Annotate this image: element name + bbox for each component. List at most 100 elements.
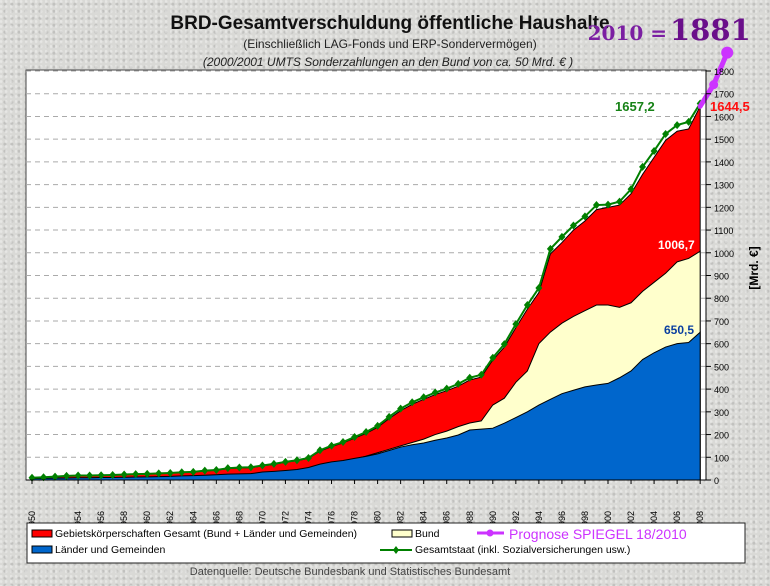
point-gesamtstaat <box>420 393 428 402</box>
point-gesamtstaat <box>397 404 405 413</box>
point-gesamtstaat <box>685 117 693 126</box>
point-gesamtstaat <box>581 212 589 221</box>
x-tick-label: 1998 <box>580 511 590 531</box>
x-tick-label: 1984 <box>419 511 429 531</box>
point-gesamtstaat <box>166 468 174 477</box>
label-laender-2008: 650,5 <box>664 323 694 337</box>
y-tick-label: 1300 <box>714 181 734 191</box>
legend-swatch-bund <box>391 529 413 538</box>
point-gesamtstaat <box>235 463 243 472</box>
y-tick-label: 1600 <box>714 112 734 122</box>
point-gesamtstaat <box>523 301 531 310</box>
point-gesamtstaat <box>316 446 324 455</box>
point-gesamtstaat <box>673 121 681 130</box>
point-gesamtstaat <box>97 471 105 480</box>
y-tick-label: 1000 <box>714 249 734 259</box>
legend-box <box>26 522 746 564</box>
point-gesamtstaat <box>535 283 543 292</box>
point-gesamtstaat <box>466 373 474 382</box>
x-tick-label: 2006 <box>672 511 682 531</box>
point-gesamtstaat <box>63 471 71 480</box>
x-tick-label: 1978 <box>350 511 360 531</box>
point-prognose <box>721 46 734 59</box>
point-gesamtstaat <box>201 466 209 475</box>
point-gesamtstaat <box>339 438 347 447</box>
x-tick-label: 2004 <box>649 511 659 531</box>
point-gesamtstaat <box>247 463 255 472</box>
point-gesamtstaat <box>212 466 220 475</box>
point-gesamtstaat <box>512 320 520 329</box>
chart-title: BRD-Gesamtverschuldung öffentliche Haush… <box>170 13 609 34</box>
point-gesamtstaat <box>604 200 612 209</box>
chart-subtitle-umts: (2000/2001 UMTS Sonderzahlungen an den B… <box>203 55 573 69</box>
x-tick-label: 1990 <box>488 511 498 531</box>
x-tick-label: 1980 <box>373 511 383 531</box>
point-gesamtstaat <box>155 469 163 478</box>
legend-label-gesamtstaat: Gesamtstaat (inkl. Sozialversicherungen … <box>415 544 630 556</box>
point-gesamtstaat <box>189 467 197 476</box>
point-gesamtstaat <box>431 388 439 397</box>
forecast-label-prefix: 2010 = <box>588 21 667 45</box>
legend: Gebietskörperschaften Gesamt (Bund + Län… <box>26 522 746 564</box>
legend-swatch-gebiets <box>31 529 53 538</box>
x-tick-label: 1976 <box>327 511 337 531</box>
y-tick-label: 900 <box>714 272 729 282</box>
forecast-label-value: 1881 <box>670 13 751 47</box>
point-gesamtstaat <box>40 473 48 482</box>
y-tick-label: 200 <box>714 431 729 441</box>
x-tick-label: 1986 <box>442 511 452 531</box>
point-gesamtstaat <box>408 398 416 407</box>
legend-label-laender: Länder und Gemeinden <box>55 544 165 556</box>
point-gesamtstaat <box>328 441 336 450</box>
y-tick-label: 0 <box>714 476 719 486</box>
x-tick-label: 1956 <box>96 511 106 531</box>
x-tick-label: 2008 <box>695 511 705 531</box>
x-tick-label: 1968 <box>234 511 244 531</box>
y-tick-label: 1700 <box>714 90 734 100</box>
y-tick-label: 300 <box>714 408 729 418</box>
point-gesamtstaat <box>558 232 566 241</box>
y-tick-label: 800 <box>714 294 729 304</box>
point-gesamtstaat <box>224 464 232 473</box>
y-tick-label: 1100 <box>714 226 733 236</box>
x-tick-label: 2000 <box>603 511 613 531</box>
point-gesamtstaat <box>258 461 266 470</box>
point-gesamtstaat <box>351 433 359 442</box>
point-gesamtstaat <box>51 472 59 481</box>
y-tick-label: 100 <box>714 453 729 463</box>
legend-swatch-laender <box>31 545 53 554</box>
point-gesamtstaat <box>120 470 128 479</box>
x-tick-label: 1950 <box>27 511 37 531</box>
data-source: Datenquelle: Deutsche Bundesbank und Sta… <box>190 566 510 578</box>
point-gesamtstaat <box>443 384 451 393</box>
point-gesamtstaat <box>178 468 186 477</box>
point-gesamtstaat <box>569 221 577 230</box>
point-gesamtstaat <box>143 469 151 478</box>
x-tick-label: 1958 <box>119 511 129 531</box>
y-tick-label: 1200 <box>714 203 734 213</box>
y-tick-label: 1400 <box>714 158 734 168</box>
point-gesamtstaat <box>500 340 508 349</box>
y-tick-label: 500 <box>714 362 729 372</box>
label-gebiets-2008: 1644,5 <box>710 99 750 114</box>
point-gesamtstaat <box>374 421 382 430</box>
x-tick-label: 1960 <box>142 511 152 531</box>
point-prognose <box>709 80 719 90</box>
point-gesamtstaat <box>304 453 312 462</box>
point-gesamtstaat <box>74 471 82 480</box>
point-gesamtstaat <box>362 428 370 437</box>
point-gesamtstaat <box>592 201 600 210</box>
point-gesamtstaat <box>293 456 301 465</box>
legend-label-bund: Bund <box>415 528 440 540</box>
point-gesamtstaat <box>627 185 635 194</box>
legend-marker-prognose <box>486 529 494 537</box>
point-gesamtstaat <box>109 471 117 480</box>
x-tick-label: 1974 <box>303 511 313 531</box>
x-tick-label: 1994 <box>534 511 544 531</box>
point-gesamtstaat <box>477 370 485 379</box>
y-tick-label: 600 <box>714 340 729 350</box>
point-gesamtstaat <box>650 146 658 155</box>
y-tick-label: 400 <box>714 385 729 395</box>
x-tick-label: 1970 <box>257 511 267 531</box>
